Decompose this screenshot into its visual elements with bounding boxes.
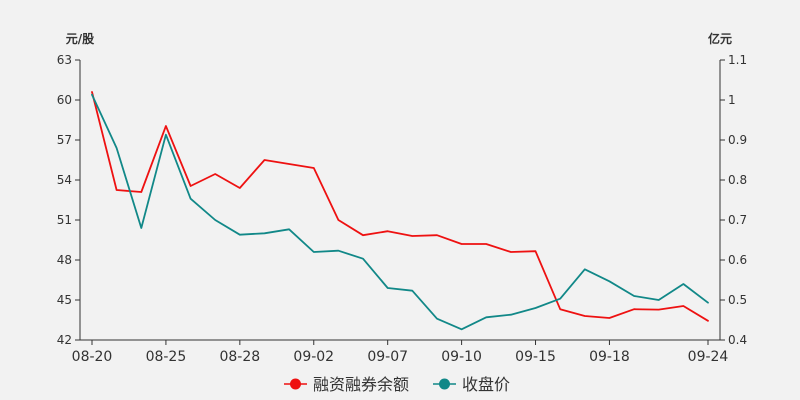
legend-label-close-price: 收盘价 [462, 375, 510, 394]
right-axis-unit: 亿元 [708, 31, 732, 46]
x-tick-label: 09-15 [515, 349, 556, 365]
right-tick-label: 1 [728, 93, 736, 107]
legend-marker-close-price [439, 378, 450, 390]
legend-marker-margin-balance [290, 378, 301, 390]
x-tick-label: 09-07 [367, 349, 408, 365]
series-line-close-price [91, 93, 709, 331]
x-tick-label: 08-25 [146, 349, 187, 365]
left-tick-label: 63 [57, 53, 72, 67]
x-tick-label: 09-18 [589, 349, 630, 365]
legend-label-margin-balance: 融资融券余额 [313, 375, 409, 394]
right-tick-label: 0.7 [728, 213, 747, 227]
x-tick-label: 08-20 [72, 349, 113, 365]
right-tick-label: 1.1 [728, 53, 747, 67]
right-tick-label: 0.9 [728, 133, 747, 147]
legend[interactable]: 融资融券余额 收盘价 [284, 375, 510, 394]
right-tick-label: 0.6 [728, 253, 747, 267]
left-tick-label: 48 [57, 253, 72, 267]
right-tick-label: 0.4 [728, 333, 747, 347]
left-tick-label: 60 [57, 93, 72, 107]
series-line-margin-balance [91, 91, 709, 322]
x-tick-label: 09-10 [441, 349, 482, 365]
left-tick-label: 42 [57, 333, 72, 347]
series-group [91, 91, 709, 331]
right-tick-label: 0.8 [728, 173, 747, 187]
x-tick-label: 09-02 [293, 349, 334, 365]
axes-group: 42 45 48 51 54 57 60 63 0.4 0.5 0.6 0.7 0.8 0.9 1 1.1 08… [57, 53, 747, 365]
left-axis-unit: 元/股 [66, 31, 95, 46]
left-tick-label: 54 [57, 173, 72, 187]
x-tick-label: 08-28 [219, 349, 260, 365]
left-tick-label: 45 [57, 293, 72, 307]
x-tick-label: 09-24 [688, 349, 729, 365]
left-tick-label: 57 [57, 133, 72, 147]
right-tick-label: 0.5 [728, 293, 747, 307]
left-tick-label: 51 [57, 213, 72, 227]
